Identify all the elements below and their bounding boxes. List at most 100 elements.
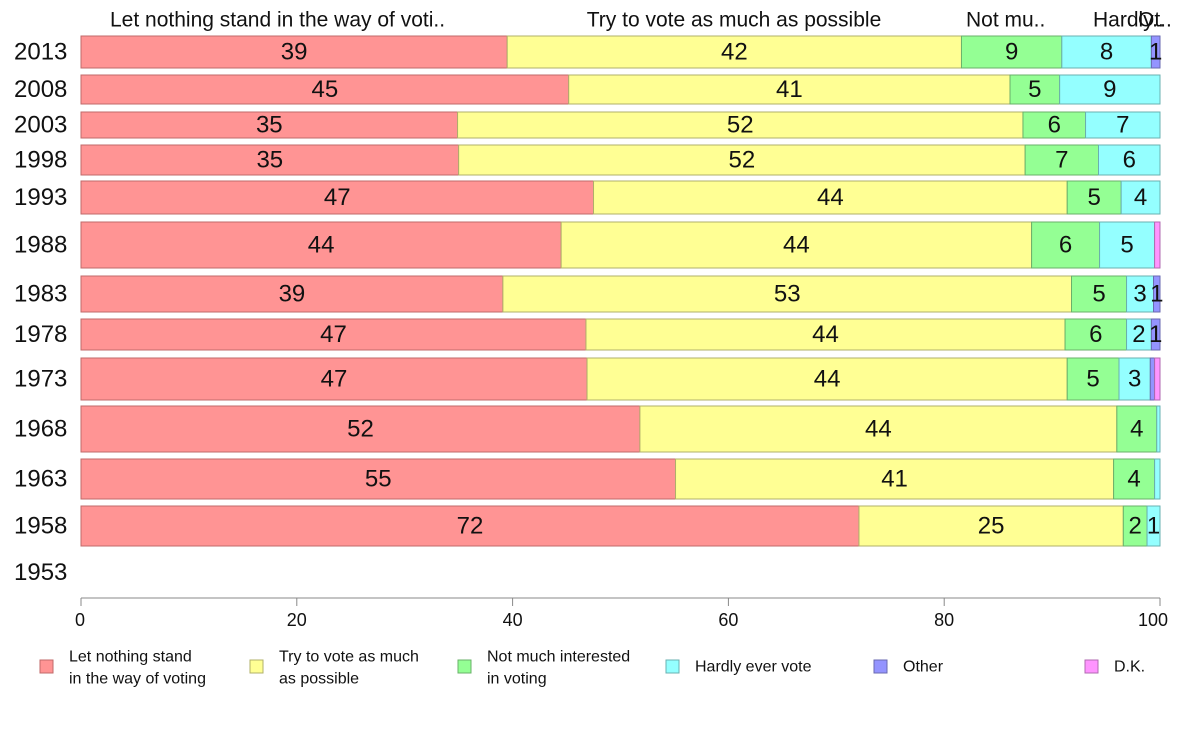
data-label-1958-series-3: 1 [1147, 513, 1160, 540]
bar-1998-series-1 [458, 144, 1026, 176]
bar-1973-series-3 [1118, 357, 1151, 401]
bar-1978-series-4 [1150, 318, 1161, 351]
legend-item-3: Hardly ever vote [665, 659, 812, 676]
bar-2008-series-1 [568, 74, 1011, 105]
bar-1968-series-0 [80, 405, 641, 453]
bar-1958-series-3 [1146, 505, 1161, 547]
bar-2008-series-2 [1009, 74, 1061, 105]
bar-2003-series-2 [1022, 111, 1087, 139]
bar-row-1963: 55 41 4 [80, 458, 1161, 500]
data-label-1983-series-2: 5 [1092, 281, 1105, 308]
bar-1998-series-0 [80, 144, 460, 176]
data-label-2003-series-2: 6 [1048, 112, 1061, 139]
data-label-1998-series-3: 6 [1123, 147, 1136, 174]
data-label-1978-series-0: 47 [320, 321, 347, 348]
data-label-1968-series-2: 4 [1130, 416, 1143, 443]
data-label-1993-series-2: 5 [1088, 184, 1101, 211]
header-label-4: Ot.. [1138, 9, 1172, 32]
data-label-1973-series-3: 3 [1128, 366, 1141, 393]
data-label-2013-series-4: 1 [1149, 39, 1162, 66]
data-label-1973-series-1: 44 [814, 366, 841, 393]
legend-item-4: Other [873, 659, 944, 676]
bar-2003-series-3 [1085, 111, 1161, 139]
bar-row-2003: 35 52 6 7 [80, 111, 1161, 139]
year-label-2003: 2003 [14, 112, 67, 139]
bar-row-1988: 44 44 6 5 [80, 221, 1161, 269]
bar-1993-series-2 [1066, 180, 1122, 215]
legend-label-1-line-1: as possible [279, 671, 359, 688]
bar-1983-series-3 [1126, 275, 1155, 313]
bar-row-1983: 39 53 5 3 1 [80, 275, 1163, 313]
bar-1998-series-3 [1098, 144, 1161, 176]
bar-2013-series-4 [1150, 35, 1161, 69]
legend-swatch-3 [665, 659, 680, 674]
legend-label-1-line-0: Try to vote as much [279, 649, 419, 666]
year-label-1978: 1978 [14, 321, 67, 348]
bar-1978-series-1 [585, 318, 1066, 351]
data-label-1998-series-1: 52 [729, 147, 756, 174]
bar-1988-series-2 [1031, 221, 1101, 269]
x-tick-label-60: 60 [718, 610, 738, 630]
bar-2003-series-0 [80, 111, 459, 139]
bar-2013-series-1 [506, 35, 962, 69]
bar-row-1958: 72 25 2 1 [80, 505, 1161, 547]
bar-1958-series-0 [80, 505, 860, 547]
x-tick-label-100: 100 [1138, 610, 1168, 630]
bar-row-1973: 47 44 5 3 [80, 357, 1161, 401]
legend-label-3-line-0: Hardly ever vote [695, 659, 812, 676]
bar-1973-series-5 [1154, 357, 1161, 401]
bar-1968-series-1 [639, 405, 1118, 453]
bar-row-1993: 47 44 5 4 [80, 180, 1161, 215]
data-label-1978-series-2: 6 [1089, 321, 1102, 348]
x-tick-label-0: 0 [75, 610, 85, 630]
year-label-1963: 1963 [14, 466, 67, 493]
data-label-1973-series-0: 47 [321, 366, 348, 393]
data-label-1978-series-1: 44 [812, 321, 839, 348]
data-label-2013-series-1: 42 [721, 39, 748, 66]
legend: Let nothing stand in the way of voting Try… [39, 649, 1145, 688]
x-tick-label-40: 40 [503, 610, 523, 630]
data-label-1968-series-0: 52 [347, 416, 374, 443]
legend-label-0-line-0: Let nothing stand [69, 649, 192, 666]
data-label-1988-series-3: 5 [1120, 232, 1133, 259]
data-label-1993-series-0: 47 [324, 184, 351, 211]
year-label-1968: 1968 [14, 416, 67, 443]
bar-1973-series-2 [1066, 357, 1120, 401]
data-label-1973-series-2: 5 [1086, 366, 1099, 393]
bar-1983-series-1 [502, 275, 1073, 313]
data-label-2013-series-2: 9 [1005, 39, 1018, 66]
legend-label-4-line-0: Other [903, 659, 944, 676]
year-label-2008: 2008 [14, 76, 67, 103]
data-label-1963-series-0: 55 [365, 466, 392, 493]
bar-2008-series-0 [80, 74, 570, 105]
year-label-1993: 1993 [14, 184, 67, 211]
header-label-0: Let nothing stand in the way of voti.. [110, 9, 445, 32]
bar-1978-series-0 [80, 318, 587, 351]
data-label-1963-series-1: 41 [881, 466, 908, 493]
legend-item-5: D.K. [1084, 659, 1145, 676]
bar-1958-series-1 [858, 505, 1124, 547]
bar-1973-series-0 [80, 357, 588, 401]
data-label-1983-series-0: 39 [279, 281, 306, 308]
legend-label-2-line-1: in voting [487, 671, 547, 688]
column-header-labels: Let nothing stand in the way of voti.. Tr… [110, 9, 1172, 32]
header-label-3: Hardly.. [1093, 9, 1164, 32]
legend-item-0: Let nothing stand in the way of voting [39, 649, 206, 688]
data-label-1978-series-3: 2 [1132, 321, 1145, 348]
legend-swatch-5 [1084, 659, 1099, 674]
bar-1993-series-3 [1120, 180, 1161, 215]
bar-1988-series-5 [1154, 221, 1161, 269]
bar-1988-series-1 [560, 221, 1033, 269]
data-label-2013-series-3: 8 [1100, 39, 1113, 66]
data-label-1958-series-2: 2 [1129, 513, 1142, 540]
legend-swatch-2 [457, 659, 472, 674]
data-label-1993-series-3: 4 [1134, 184, 1147, 211]
data-label-1958-series-1: 25 [978, 513, 1005, 540]
bar-1963-series-1 [675, 458, 1115, 500]
legend-item-2: Not much interested in voting [457, 649, 630, 688]
legend-swatch-1 [249, 659, 264, 674]
bar-1968-series-2 [1116, 405, 1158, 453]
bar-1973-series-4 [1149, 357, 1156, 401]
x-tick-label-80: 80 [934, 610, 954, 630]
